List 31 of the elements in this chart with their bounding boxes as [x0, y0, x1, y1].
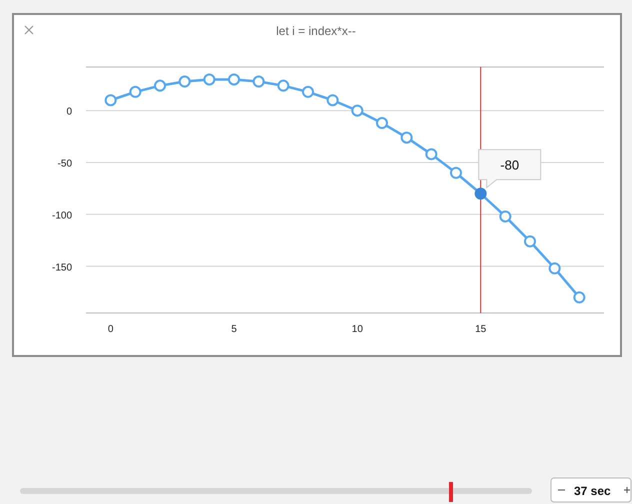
point	[425, 148, 438, 160]
point	[178, 76, 191, 88]
point	[228, 73, 240, 86]
x-tick-label: 5	[231, 324, 238, 335]
point	[400, 132, 413, 144]
point	[499, 210, 512, 222]
point	[252, 76, 265, 88]
y-tick-label: -50	[58, 158, 72, 170]
text: 37 sec	[574, 484, 612, 498]
x-tick-label: 15	[475, 324, 487, 335]
point	[573, 291, 586, 304]
x-tick-label: 0	[108, 324, 114, 335]
y-tick-label: 0	[66, 106, 72, 118]
point	[376, 117, 388, 130]
point	[129, 86, 142, 98]
point	[326, 94, 339, 106]
point	[302, 86, 314, 98]
x-tick-label: 10	[352, 324, 364, 335]
point	[104, 94, 117, 106]
y-tick-label: -150	[52, 262, 72, 274]
point	[351, 104, 364, 117]
y-tick-label: -100	[52, 210, 72, 222]
point	[548, 262, 561, 274]
annotation: -80	[500, 158, 520, 173]
chart-title: let i = index*x--	[276, 24, 356, 38]
point	[277, 80, 290, 92]
point	[154, 80, 166, 92]
point	[203, 73, 216, 86]
point	[450, 166, 462, 179]
point	[524, 235, 536, 248]
point	[474, 188, 487, 200]
